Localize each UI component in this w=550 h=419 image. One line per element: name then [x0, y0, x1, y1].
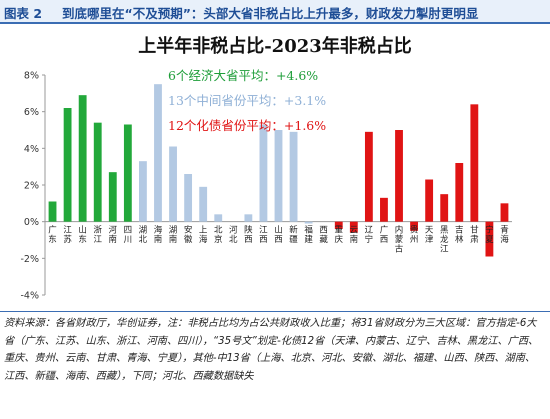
x-tick-label: 云南 [350, 226, 359, 246]
bar-江西 [259, 124, 268, 222]
bar-黑龙江 [440, 194, 449, 222]
bar-重庆 [334, 221, 343, 229]
bar-四川 [123, 124, 132, 222]
y-axis: -4% -2% 0% 2% 4% 6% 8% [21, 71, 512, 302]
source-notes: 资料来源：各省财政厅，华创证券，注：非税占比均为占公共财政收入比重；将31省财政… [4, 318, 539, 382]
figure-title: 到底哪里在“不及预期”：头部大省非税占比上升最多，财政发力掣肘更明显 [62, 6, 479, 21]
x-tick-label: 江西 [259, 226, 268, 246]
x-tick-label: 河北 [229, 225, 238, 246]
y-tick-label: 2% [24, 181, 39, 192]
x-tick-label: 江苏 [63, 226, 72, 246]
figure-header: 图表 2 到底哪里在“不及预期”：头部大省非税占比上升最多，财政发力掣肘更明显 [0, 0, 550, 24]
x-tick-label: 湖南 [169, 226, 178, 246]
x-tick-label: 浙江 [93, 225, 102, 246]
bar-浙江 [93, 122, 102, 222]
bar-辽宁 [364, 131, 373, 222]
x-tick-label: 湖北 [139, 226, 148, 246]
bars [48, 84, 509, 257]
annotation-debt-provinces: 12个化债省份平均：+1.6% [168, 118, 327, 133]
bar-甘肃 [470, 104, 479, 222]
divider [0, 311, 550, 312]
bar-内蒙古 [395, 130, 403, 222]
x-tick-label: 广西 [380, 225, 389, 246]
bar-江苏 [63, 108, 72, 222]
bar-山东 [78, 95, 87, 222]
bar-宁夏 [485, 221, 494, 257]
y-tick-label: 4% [24, 144, 39, 155]
bar-山西 [274, 130, 283, 222]
bar-陕西 [244, 214, 253, 222]
bar-chart: -4% -2% 0% 2% 4% 6% 8% 广东江苏山东浙江河南四川湖北海南湖南安徽上海北… [21, 71, 512, 302]
bar-海南 [154, 84, 162, 222]
annotation-middle-provinces: 13个中间省份平均：+3.1% [168, 93, 327, 108]
x-tick-label: 宁夏 [485, 225, 494, 246]
annotation-big-provinces: 6个经济大省平均：+4.6% [168, 68, 319, 83]
bar-河南 [108, 172, 117, 222]
x-tick-label: 青海 [500, 225, 509, 246]
x-tick-label: 甘肃 [470, 225, 479, 246]
x-axis-labels: 广东江苏山东浙江河南四川湖北海南湖南安徽上海北京河北陕西江西山西新疆福建西藏重庆… [48, 225, 509, 255]
figure-number: 图表 2 [4, 6, 43, 21]
bar-上海 [199, 186, 208, 222]
bar-青海 [500, 203, 509, 222]
bar-广东 [48, 201, 57, 222]
x-tick-label: 西藏 [319, 226, 328, 246]
x-tick-label: 河南 [109, 225, 118, 246]
x-tick-label: 福建 [304, 225, 313, 246]
x-tick-label: 陕西 [244, 225, 253, 246]
x-tick-label: 安徽 [184, 225, 193, 246]
bar-湖南 [169, 146, 177, 222]
x-tick-label: 天津 [425, 226, 434, 246]
bar-新疆 [289, 131, 298, 222]
bar-湖北 [139, 161, 147, 222]
x-tick-label: 山西 [274, 225, 283, 246]
y-tick-label: -4% [21, 291, 40, 302]
y-tick-label: -2% [21, 254, 40, 265]
chart-title: 上半年非税占比-2023年非税占比 [138, 36, 412, 57]
bar-安徽 [184, 174, 193, 222]
x-tick-label: 黑龙江 [440, 226, 449, 255]
bar-福建 [304, 221, 313, 224]
x-tick-label: 四川 [124, 226, 133, 246]
y-tick-label: 0% [24, 217, 39, 228]
x-tick-label: 新疆 [289, 225, 298, 246]
x-tick-label: 内蒙古 [395, 225, 404, 255]
x-tick-label: 广东 [48, 225, 57, 246]
x-tick-label: 吉林 [455, 226, 464, 246]
bar-贵州 [410, 221, 418, 231]
bar-天津 [425, 179, 434, 222]
x-tick-label: 重庆 [335, 225, 344, 246]
x-tick-label: 山东 [78, 225, 87, 246]
bar-云南 [349, 221, 358, 233]
y-tick-label: 6% [24, 107, 39, 118]
bar-广西 [380, 197, 388, 222]
x-tick-label: 海南 [154, 225, 163, 246]
bar-北京 [214, 214, 223, 222]
x-tick-label: 北京 [214, 226, 223, 246]
x-tick-label: 贵州 [410, 225, 419, 246]
x-tick-label: 上海 [199, 226, 208, 246]
bar-吉林 [455, 163, 464, 222]
y-tick-label: 8% [24, 71, 39, 82]
x-tick-label: 辽宁 [365, 226, 374, 246]
